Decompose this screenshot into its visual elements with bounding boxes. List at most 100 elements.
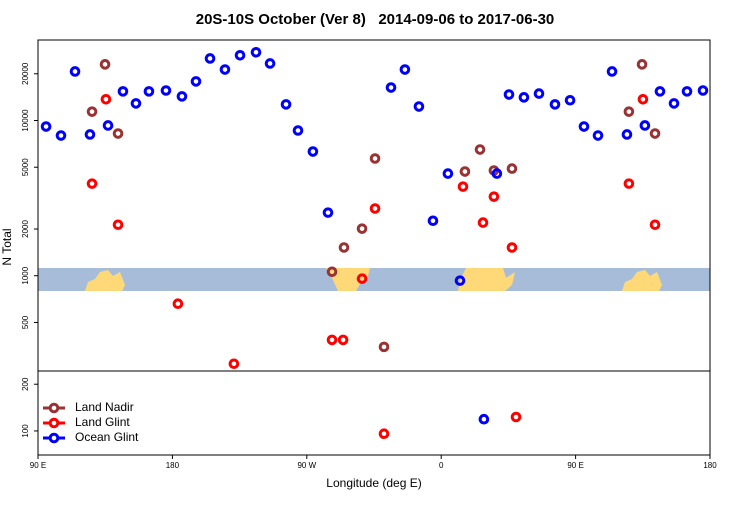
y-tick-label: 100: [21, 424, 30, 438]
point: [40, 121, 52, 132]
point: [649, 219, 661, 231]
x-tick-label: 90 E: [567, 461, 583, 470]
legend-marker: [48, 417, 60, 429]
point: [518, 92, 530, 103]
x-axis-label: Longitude (deg E): [326, 476, 421, 490]
point: [378, 341, 390, 353]
point: [172, 298, 184, 310]
point: [160, 85, 172, 96]
point: [117, 86, 129, 97]
y-tick-label: 500: [21, 315, 30, 329]
point: [637, 93, 649, 105]
point: [457, 181, 469, 192]
point: [130, 98, 142, 109]
point: [503, 89, 515, 100]
point: [143, 86, 155, 97]
point: [578, 121, 590, 132]
point: [369, 153, 381, 164]
point: [326, 266, 338, 278]
point: [112, 219, 124, 231]
point: [533, 88, 545, 99]
point: [623, 106, 635, 117]
point: [307, 146, 319, 157]
point: [204, 53, 216, 64]
point: [55, 130, 67, 141]
point: [292, 125, 304, 136]
point: [506, 242, 518, 253]
point: [102, 120, 114, 131]
point: [322, 207, 334, 218]
legend-label: Land Glint: [75, 415, 130, 429]
point: [356, 223, 368, 234]
point: [385, 82, 397, 93]
point: [454, 275, 466, 286]
point: [654, 86, 666, 97]
point: [668, 98, 680, 109]
point: [510, 411, 522, 423]
point: [427, 215, 439, 227]
point: [86, 178, 98, 189]
point: [84, 129, 96, 140]
x-tick-label: 180: [703, 461, 717, 470]
point: [459, 166, 471, 177]
map-strip: [38, 268, 710, 291]
point: [264, 58, 276, 69]
point: [478, 413, 490, 425]
point: [636, 59, 648, 70]
point: [86, 106, 98, 117]
point: [356, 273, 368, 284]
x-tick-label: 90 E: [30, 461, 46, 470]
point: [326, 334, 338, 346]
point: [623, 178, 635, 189]
y-tick-label: 1000: [21, 266, 30, 284]
point: [69, 66, 81, 77]
point: [219, 64, 231, 75]
point: [250, 46, 262, 58]
point: [697, 85, 709, 96]
point: [99, 59, 111, 70]
point: [190, 76, 202, 87]
point: [474, 144, 486, 155]
legend-label: Ocean Glint: [75, 430, 139, 444]
y-tick-label: 2000: [21, 220, 30, 238]
y-tick-label: 200: [21, 377, 30, 391]
point: [639, 120, 651, 131]
point: [378, 428, 390, 440]
point: [491, 168, 503, 179]
point: [477, 217, 489, 228]
legend-marker: [48, 432, 60, 444]
point: [112, 128, 124, 139]
point: [413, 101, 425, 112]
point: [506, 163, 518, 174]
point: [369, 203, 381, 214]
y-axis-label: N Total: [0, 228, 14, 265]
x-tick-label: 0: [439, 461, 444, 470]
y-tick-label: 10000: [21, 109, 30, 132]
y-tick-label: 5000: [21, 158, 30, 176]
chart-title: 20S-10S October (Ver 8) 2014-09-06 to 20…: [196, 11, 555, 28]
point: [399, 64, 411, 75]
point: [606, 66, 618, 77]
point: [442, 168, 454, 179]
point: [488, 191, 500, 202]
point: [234, 49, 246, 61]
point: [280, 99, 292, 110]
point: [564, 94, 576, 106]
point: [228, 358, 240, 370]
point: [621, 129, 633, 140]
point: [592, 130, 604, 141]
x-tick-label: 90 W: [297, 461, 316, 470]
plot-frame: [37, 39, 711, 456]
point: [176, 91, 188, 102]
point: [549, 99, 561, 110]
x-tick-label: 180: [166, 461, 180, 470]
point: [337, 334, 349, 346]
point: [681, 86, 693, 97]
point: [649, 128, 661, 139]
y-tick-label: 20000: [21, 62, 30, 85]
legend-marker: [48, 402, 60, 414]
point: [100, 93, 112, 105]
legend-label: Land Nadir: [75, 400, 134, 414]
point: [338, 242, 350, 253]
